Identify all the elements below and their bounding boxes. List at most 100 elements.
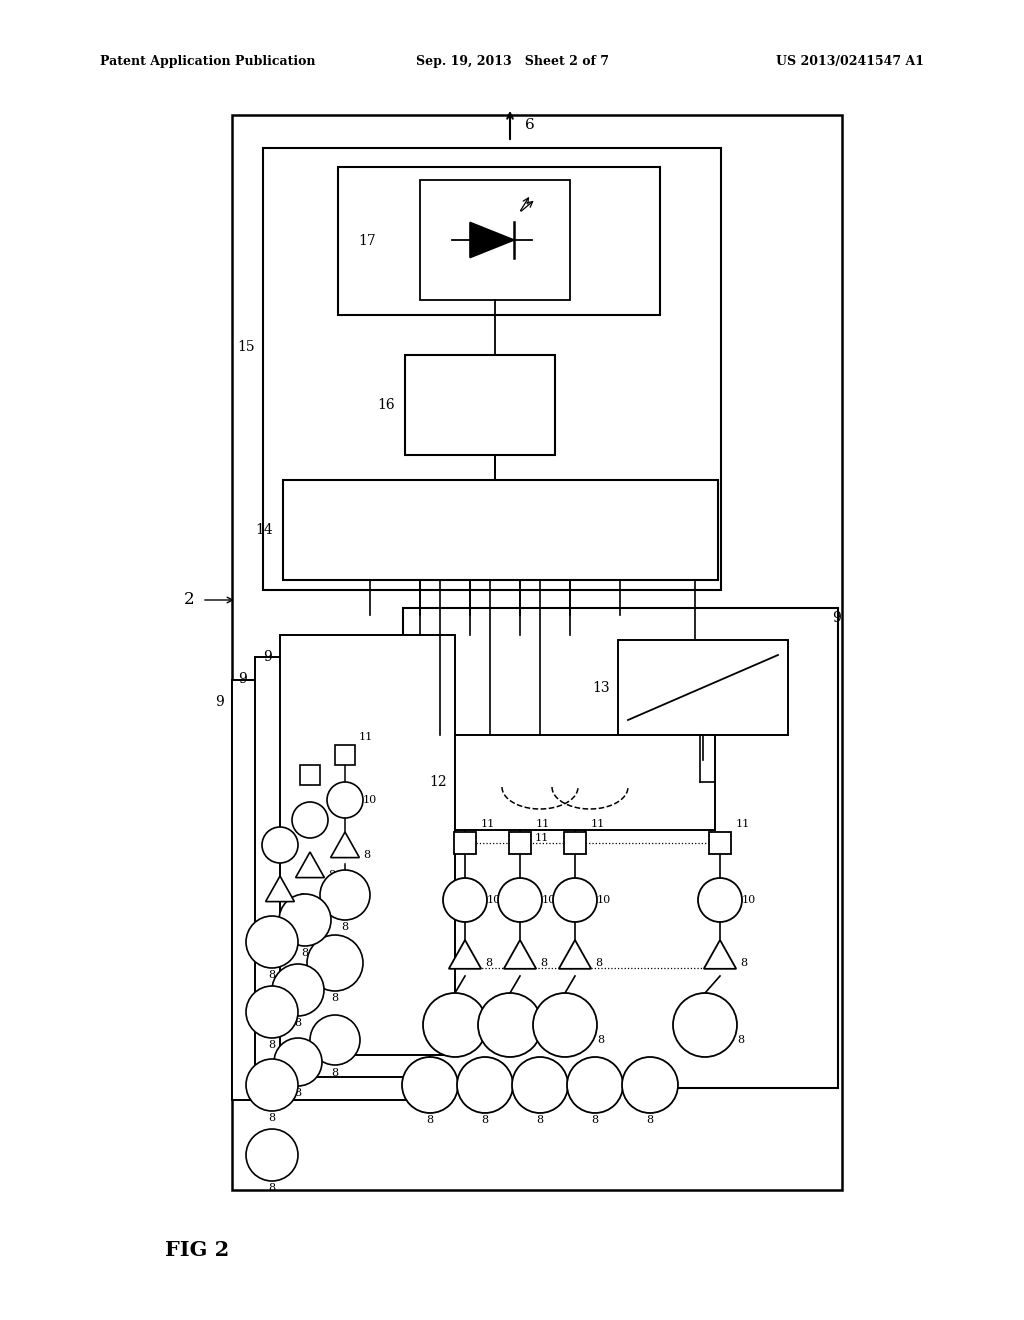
- Polygon shape: [703, 940, 736, 969]
- Bar: [406, 355, 555, 455]
- Text: 8: 8: [426, 1115, 433, 1125]
- Circle shape: [622, 1057, 678, 1113]
- Circle shape: [262, 828, 298, 863]
- Text: 9: 9: [831, 611, 841, 624]
- Text: 8: 8: [737, 1035, 744, 1045]
- Text: 14: 14: [255, 523, 273, 537]
- Text: 11: 11: [536, 818, 550, 829]
- Text: 16: 16: [378, 399, 395, 412]
- Circle shape: [307, 935, 362, 991]
- Circle shape: [673, 993, 737, 1057]
- Bar: [618, 640, 788, 735]
- Circle shape: [274, 1038, 322, 1086]
- Text: 8: 8: [301, 948, 308, 958]
- Text: 13: 13: [592, 681, 610, 694]
- Text: 8: 8: [295, 1088, 301, 1098]
- Text: 8: 8: [268, 1113, 275, 1123]
- Circle shape: [443, 878, 487, 921]
- Text: 6: 6: [525, 117, 535, 132]
- Text: 11: 11: [359, 733, 374, 742]
- Bar: [232, 680, 407, 1100]
- Bar: [564, 832, 586, 854]
- Polygon shape: [265, 876, 295, 902]
- Circle shape: [457, 1057, 513, 1113]
- Bar: [509, 832, 531, 854]
- Circle shape: [534, 993, 597, 1057]
- Text: 10: 10: [597, 895, 611, 906]
- Circle shape: [246, 916, 298, 968]
- Circle shape: [567, 1057, 623, 1113]
- Text: 10: 10: [487, 895, 502, 906]
- Text: 8: 8: [268, 1040, 275, 1049]
- Bar: [255, 657, 430, 1077]
- Text: FIG 2: FIG 2: [165, 1239, 229, 1261]
- Bar: [232, 115, 842, 1191]
- Text: 8: 8: [332, 993, 339, 1003]
- Circle shape: [423, 993, 487, 1057]
- Text: 10: 10: [362, 795, 377, 805]
- Bar: [709, 832, 731, 854]
- Circle shape: [279, 894, 331, 946]
- Text: 10: 10: [542, 895, 556, 906]
- Polygon shape: [470, 222, 514, 257]
- Bar: [338, 168, 660, 315]
- Polygon shape: [559, 940, 591, 969]
- Text: 8: 8: [597, 1035, 604, 1045]
- Text: 8: 8: [740, 958, 748, 968]
- Text: 8: 8: [592, 1115, 599, 1125]
- Bar: [300, 766, 319, 785]
- Circle shape: [498, 878, 542, 921]
- Text: 9: 9: [215, 696, 224, 709]
- Text: Sep. 19, 2013   Sheet 2 of 7: Sep. 19, 2013 Sheet 2 of 7: [416, 55, 608, 69]
- Polygon shape: [331, 832, 359, 858]
- Text: 17: 17: [358, 234, 376, 248]
- Text: 8: 8: [268, 970, 275, 979]
- Circle shape: [327, 781, 362, 818]
- Bar: [454, 832, 476, 854]
- Text: 8: 8: [328, 870, 335, 880]
- Text: 8: 8: [485, 958, 493, 968]
- Polygon shape: [296, 851, 325, 878]
- Text: 8: 8: [481, 1115, 488, 1125]
- Text: 11: 11: [736, 818, 751, 829]
- Circle shape: [698, 878, 742, 921]
- Circle shape: [246, 1129, 298, 1181]
- Text: 8: 8: [595, 958, 602, 968]
- Circle shape: [292, 803, 328, 838]
- Circle shape: [553, 878, 597, 921]
- Bar: [403, 609, 838, 1088]
- Bar: [283, 480, 718, 579]
- Text: 8: 8: [298, 894, 305, 903]
- Text: 11: 11: [481, 818, 496, 829]
- Text: 8: 8: [540, 958, 547, 968]
- Text: US 2013/0241547 A1: US 2013/0241547 A1: [776, 55, 924, 69]
- Text: 11: 11: [591, 818, 605, 829]
- Text: 8: 8: [362, 850, 370, 861]
- Text: 8: 8: [646, 1115, 653, 1125]
- Text: 8: 8: [487, 1035, 495, 1045]
- Polygon shape: [504, 940, 537, 969]
- Bar: [335, 744, 355, 766]
- Circle shape: [310, 1015, 360, 1065]
- Text: Patent Application Publication: Patent Application Publication: [100, 55, 315, 69]
- Text: 8: 8: [332, 1068, 339, 1078]
- Circle shape: [512, 1057, 568, 1113]
- Text: 12: 12: [429, 776, 447, 789]
- Text: 15: 15: [238, 339, 255, 354]
- Circle shape: [246, 986, 298, 1038]
- Circle shape: [272, 964, 324, 1016]
- Text: 9: 9: [263, 649, 272, 664]
- Bar: [420, 180, 570, 300]
- Polygon shape: [449, 940, 481, 969]
- Text: 8: 8: [537, 1115, 544, 1125]
- Text: 8: 8: [542, 1035, 549, 1045]
- Text: 9: 9: [239, 672, 247, 686]
- Bar: [455, 735, 715, 830]
- Circle shape: [402, 1057, 458, 1113]
- Text: 8: 8: [341, 921, 348, 932]
- Text: 8: 8: [295, 1018, 301, 1028]
- Circle shape: [319, 870, 370, 920]
- Text: 8: 8: [268, 1183, 275, 1193]
- Text: 10: 10: [742, 895, 757, 906]
- Circle shape: [246, 1059, 298, 1111]
